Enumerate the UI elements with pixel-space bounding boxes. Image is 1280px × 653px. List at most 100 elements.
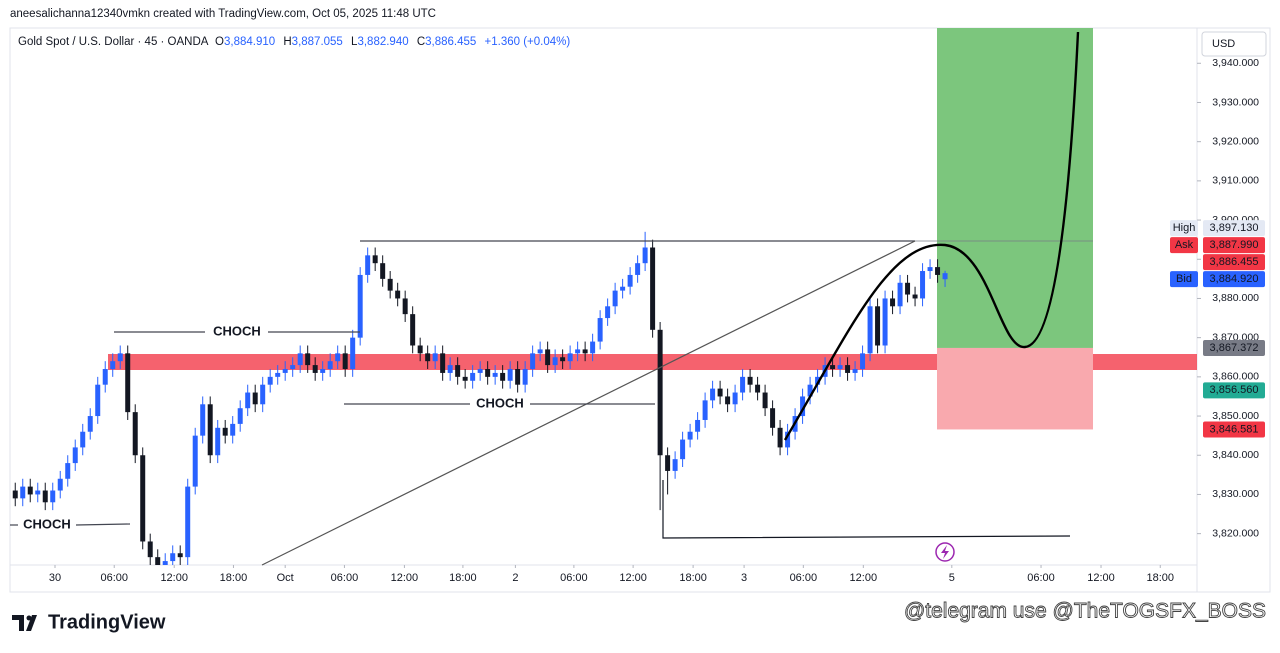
candle-body (687, 431, 693, 440)
candle-body (267, 376, 273, 385)
demand-zone (108, 354, 1197, 370)
currency-button[interactable] (1201, 31, 1267, 57)
profit-zone (937, 28, 1093, 348)
ohlc-key: O (215, 36, 224, 48)
candle-body (237, 408, 243, 424)
candle-body (627, 274, 633, 287)
change: +1.360 (+0.04%) (485, 36, 571, 48)
y-tick-label: 3,830.000 (1212, 488, 1259, 500)
x-tick-label: 06:00 (1027, 572, 1055, 584)
candle-body (320, 369, 326, 373)
y-tick-label: 3,940.000 (1212, 57, 1259, 69)
candle-body (162, 561, 168, 565)
candle-body (927, 267, 933, 272)
candle-body (830, 365, 836, 370)
candle-body (327, 361, 333, 370)
ohlc-key: L (351, 36, 358, 48)
trend-line (261, 240, 916, 566)
choch-line (75, 523, 131, 526)
candle-body (582, 349, 588, 354)
candle-body (897, 282, 903, 307)
candle-body (597, 318, 603, 342)
candle-body (545, 349, 551, 366)
candle-body (455, 365, 461, 377)
candle-body (635, 263, 641, 275)
candle-body (800, 396, 806, 417)
candle-body (350, 337, 356, 370)
price-label: 3,884.920 (1210, 273, 1259, 285)
y-tick-label: 3,910.000 (1212, 175, 1259, 187)
candle-body (410, 314, 416, 346)
candle-body (605, 306, 611, 319)
x-tick-label: 18:00 (679, 572, 707, 584)
candle-body (530, 353, 536, 370)
candle-body (27, 486, 33, 495)
candle-body (12, 490, 18, 499)
candle-body (650, 247, 656, 330)
candle-body (717, 388, 723, 397)
candle-body (522, 369, 528, 385)
x-tick-label: 18:00 (1146, 572, 1174, 584)
price-label-box (1203, 421, 1265, 438)
candle-body (402, 298, 408, 315)
candle-body (380, 263, 386, 279)
candle-body (912, 294, 918, 299)
chart-frame (9, 27, 1271, 593)
x-tick-label: 30 (49, 572, 61, 584)
price-label-box (1203, 254, 1265, 271)
candle-body (485, 369, 491, 377)
candle-body (815, 376, 821, 385)
candle-body (492, 372, 498, 377)
watermark: @telegram use @TheTOGSFX_BOSS (904, 600, 1266, 623)
candle-body (890, 298, 896, 307)
candle-body (282, 369, 288, 373)
candle-body (80, 431, 86, 448)
candle-body (935, 267, 941, 275)
candle-body (417, 345, 423, 354)
candle-body (72, 447, 78, 464)
ohlc-key: H (283, 36, 291, 48)
x-tick-label: 18:00 (449, 572, 477, 584)
candle-body (305, 353, 311, 366)
price-label-box (1203, 237, 1265, 254)
candle-body (260, 384, 266, 405)
drawings (10, 31, 1093, 566)
price-tag-box (1170, 237, 1198, 254)
logo (12, 615, 37, 631)
candle-body (357, 274, 363, 338)
candle-body (222, 427, 228, 436)
candle-body (312, 365, 318, 373)
candle-body (515, 369, 521, 385)
candle-body (860, 353, 866, 370)
candle-body (252, 392, 258, 405)
candle-body (87, 416, 93, 432)
choch-label: CHOCH (213, 323, 261, 338)
x-tick-label: 12:00 (850, 572, 878, 584)
candle-body (462, 376, 468, 381)
ohlc-value: 3,884.910 (224, 36, 275, 48)
candle-body (245, 392, 251, 409)
ohlc-value: 3,886.455 (425, 36, 476, 48)
candle-body (20, 486, 26, 499)
candle-body (140, 455, 146, 542)
candle-body (215, 427, 221, 456)
candle-body (95, 384, 101, 417)
zones (108, 354, 1197, 370)
candle-body (807, 384, 813, 397)
candle-body (117, 353, 123, 362)
candle-body (762, 392, 768, 409)
choch-label: CHOCH (23, 516, 71, 531)
candle-body (710, 388, 716, 401)
candle-body (567, 353, 573, 362)
x-tick-label: 06:00 (560, 572, 588, 584)
price-label: 3,887.990 (1210, 239, 1259, 251)
x-tick-label: 12:00 (391, 572, 419, 584)
currency[interactable]: USD (1212, 38, 1235, 50)
candle-body (57, 478, 63, 491)
candle-body (552, 357, 558, 366)
x-tick-label: 18:00 (220, 572, 248, 584)
candle-body (755, 384, 761, 393)
price-label-box (1203, 382, 1265, 399)
range-line (662, 480, 1071, 539)
